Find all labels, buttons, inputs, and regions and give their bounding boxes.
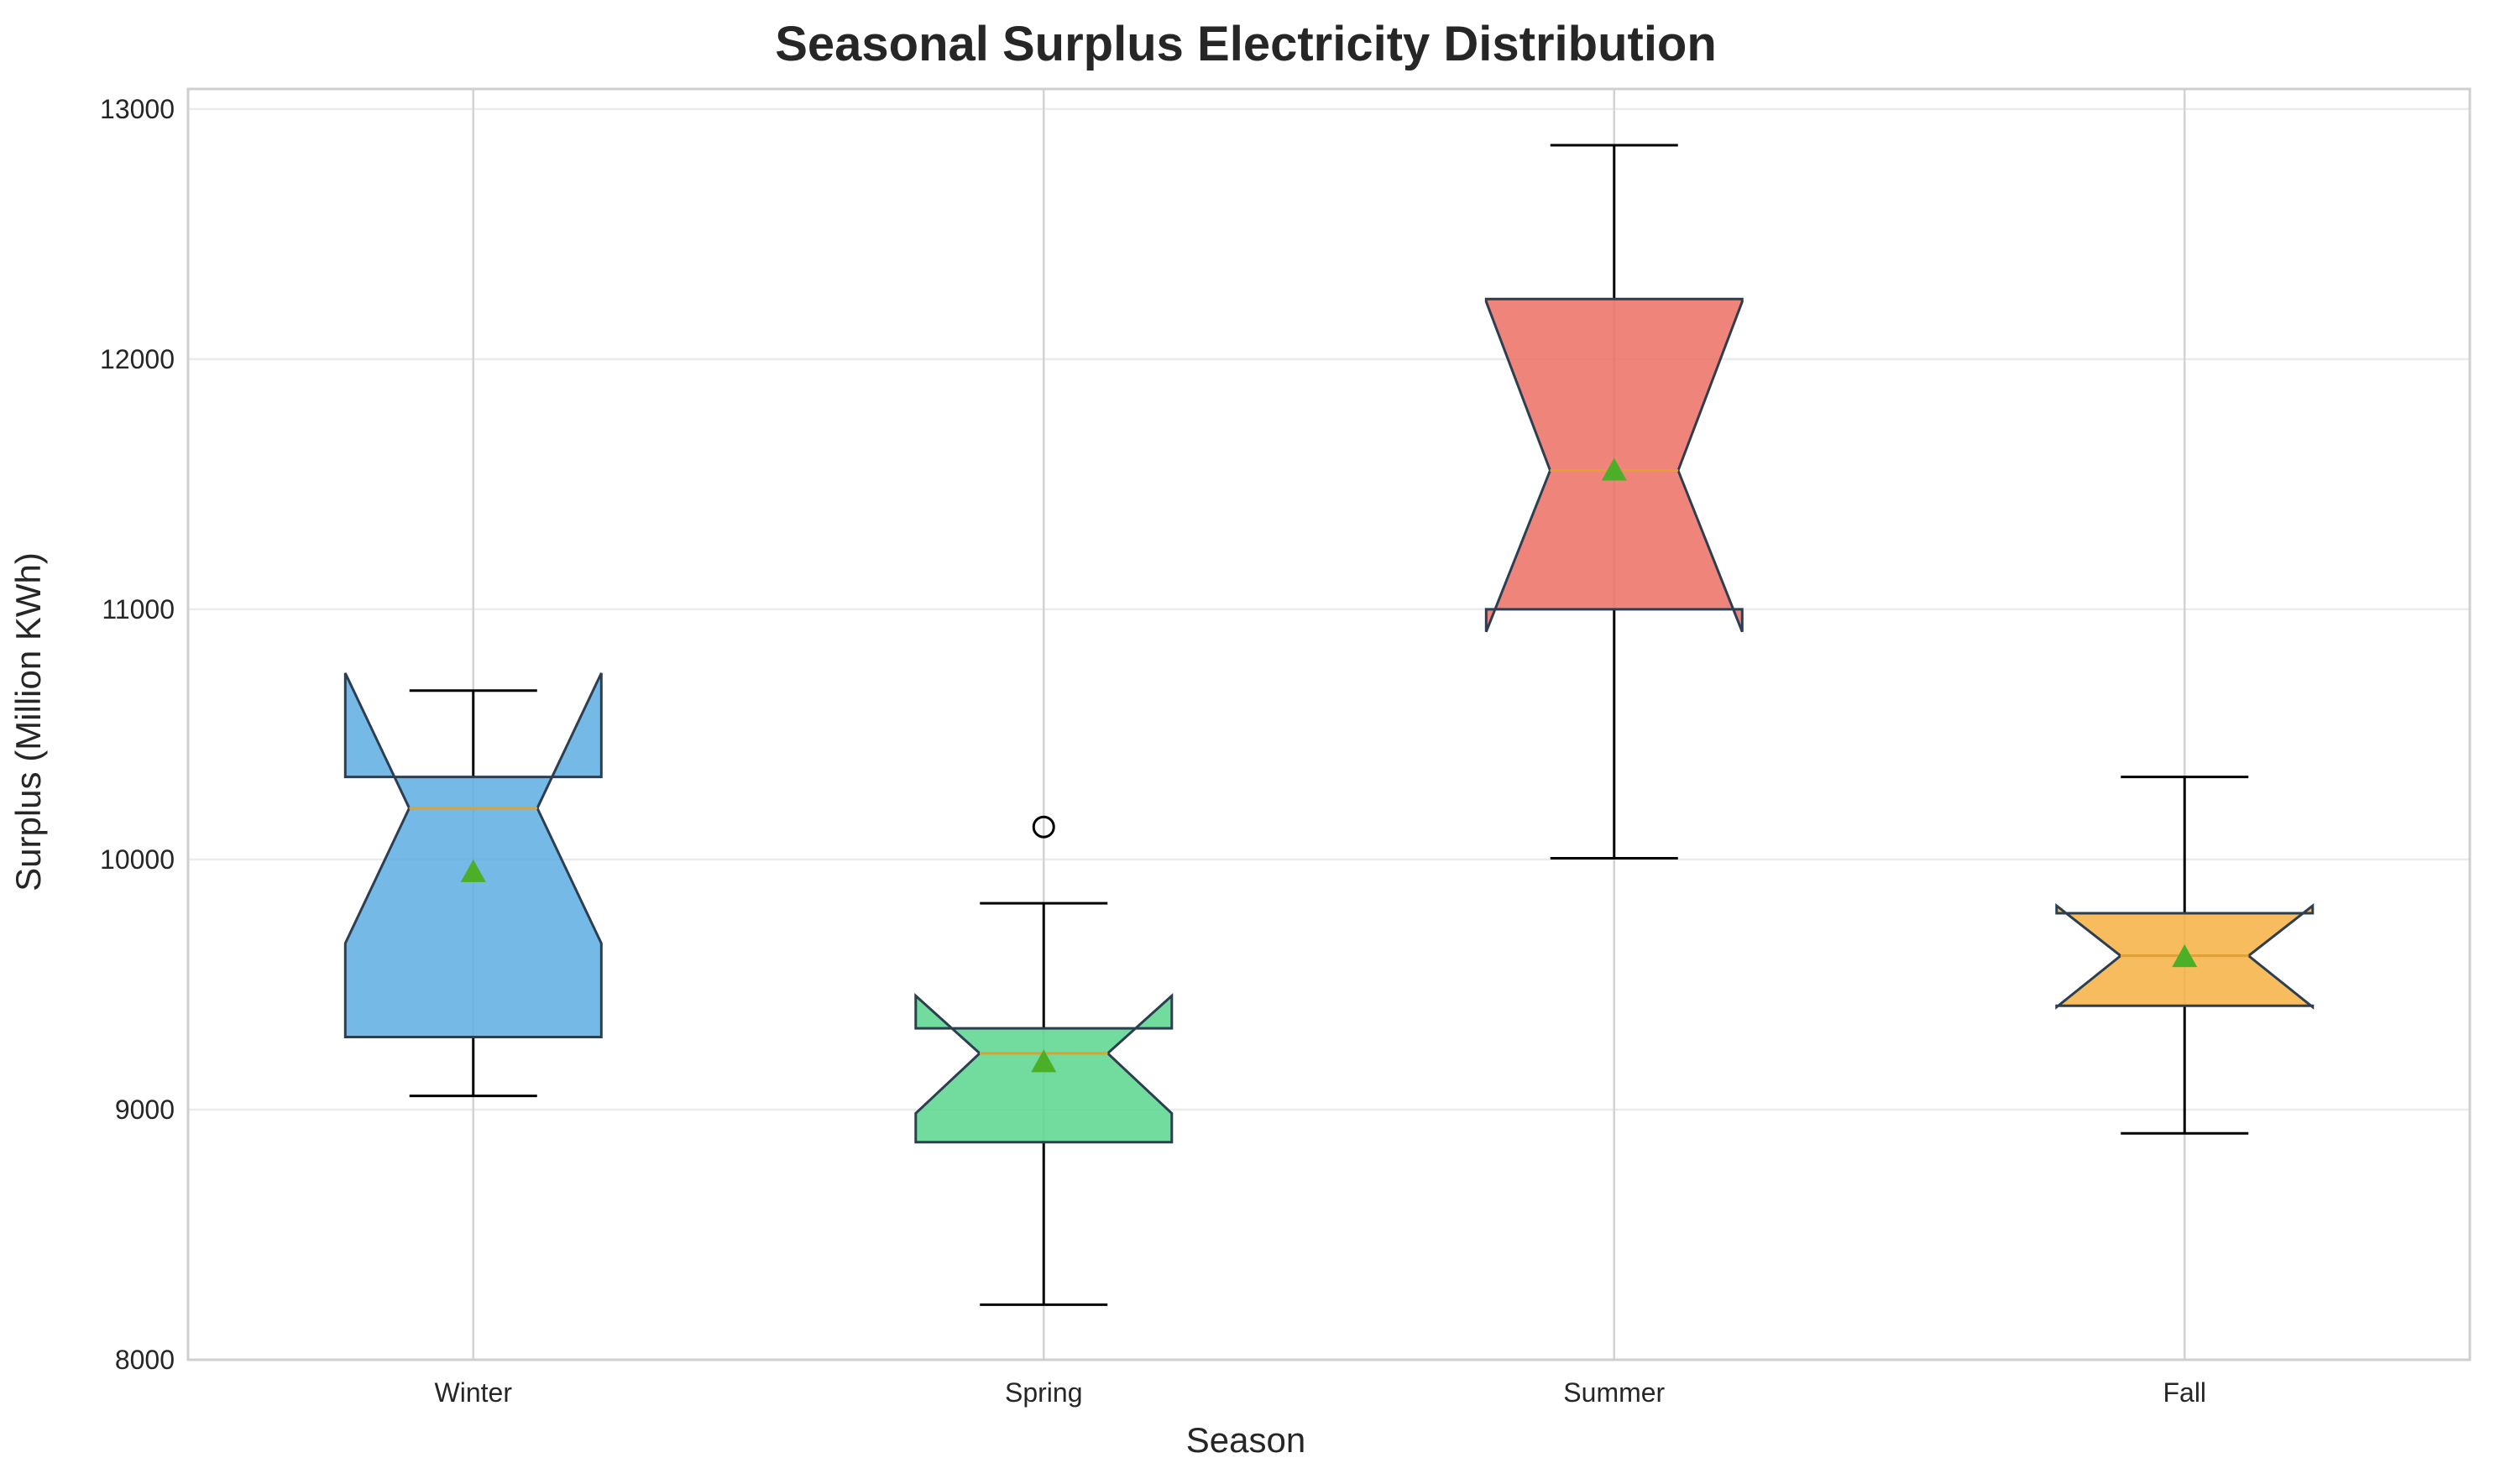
mean-marker	[460, 859, 486, 882]
box-spring	[914, 815, 1174, 1306]
box-body	[343, 672, 603, 1038]
y-axis-label: Surplus (Million KWh)	[8, 552, 48, 891]
x-tick-label: Winter	[435, 1377, 513, 1408]
x-tick-label: Fall	[2163, 1377, 2206, 1408]
box-summer	[1484, 144, 1744, 860]
chart-title: Seasonal Surplus Electricity Distributio…	[775, 17, 1717, 71]
mean-marker	[1601, 457, 1627, 481]
x-axis-label: Season	[1186, 1420, 1305, 1460]
mean-marker	[1031, 1049, 1057, 1073]
y-tick-label: 9000	[115, 1095, 175, 1125]
y-tick-label: 13000	[100, 94, 175, 124]
box-winter	[343, 672, 603, 1098]
y-tick-label: 12000	[100, 344, 175, 374]
outlier-point	[1032, 815, 1055, 839]
y-tick-label: 11000	[102, 594, 175, 624]
boxes	[343, 144, 2315, 1306]
y-tick-label: 10000	[100, 844, 175, 875]
plot-frame	[186, 87, 2471, 1361]
box-fall	[2055, 776, 2315, 1135]
x-tick-label: Summer	[1563, 1377, 1665, 1408]
grid-lines	[188, 89, 2470, 1361]
mean-marker	[2172, 944, 2198, 968]
tick-labels: 8000 9000 10000 11000 12000 13000 Winter Spring…	[100, 94, 2206, 1408]
x-tick-label: Spring	[1005, 1377, 1083, 1408]
y-tick-label: 8000	[115, 1345, 175, 1375]
